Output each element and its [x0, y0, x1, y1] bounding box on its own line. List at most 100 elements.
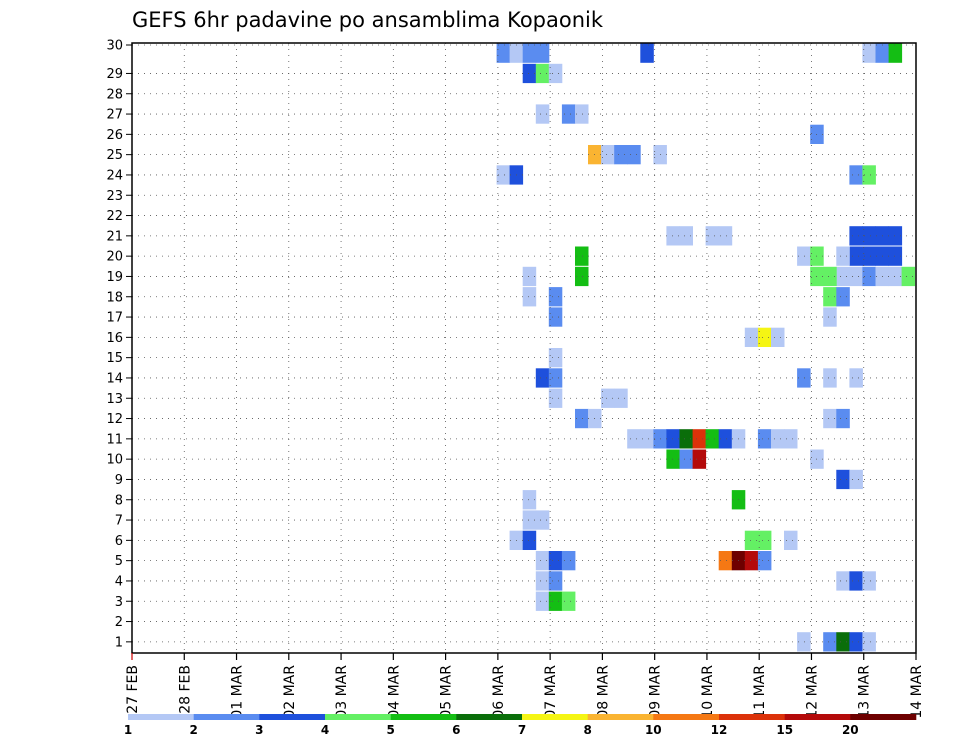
- heatmap-cell: [561, 104, 576, 124]
- heatmap-cell: [823, 307, 837, 327]
- x-tick-label: 03 MAR: [334, 665, 350, 719]
- heatmap-cell: [849, 226, 863, 246]
- y-tick-label: 5: [115, 554, 123, 569]
- x-tick-label: 11 MAR: [752, 665, 768, 719]
- heatmap-cell: [535, 571, 550, 591]
- heatmap-cell: [548, 63, 563, 84]
- heatmap-cell: [849, 246, 863, 266]
- chart-title: GEFS 6hr padavine po ansamblima Kopaonik: [132, 8, 604, 32]
- x-tick-label: 08 MAR: [595, 665, 611, 719]
- heatmap-cell: [692, 449, 707, 469]
- y-tick-label: 15: [106, 351, 123, 366]
- heatmap-cell: [575, 104, 589, 124]
- x-tick-label: 02 MAR: [282, 665, 298, 719]
- y-tick-label: 24: [106, 168, 123, 183]
- x-tick-label: 06 MAR: [491, 665, 507, 719]
- heatmap-cell: [666, 226, 680, 246]
- heatmap-cell: [679, 226, 693, 246]
- x-tick-label: 28 FEB: [177, 665, 193, 714]
- heatmap-cell: [862, 246, 876, 266]
- heatmap-cell: [522, 530, 537, 550]
- colorbar-tick-label: 1: [124, 723, 132, 737]
- heatmap-cell: [535, 510, 550, 530]
- heatmap-cell: [548, 368, 563, 388]
- colorbar: 1 2 3 4 5 6 7 8 10 12 15 20: [124, 714, 917, 737]
- x-tick-label: 13 MAR: [857, 665, 873, 719]
- heatmap-cell: [836, 632, 850, 652]
- colorbar-tick-label: 20: [842, 723, 859, 737]
- heatmap-cell: [561, 591, 576, 611]
- y-tick-label: 4: [115, 574, 123, 589]
- heatmap-cell: [823, 287, 837, 307]
- colorbar-swatch: [522, 714, 588, 720]
- x-tick-label: 09 MAR: [648, 665, 664, 719]
- colorbar-swatch: [653, 714, 720, 720]
- heatmap-cell: [862, 226, 876, 246]
- heatmap-cell: [862, 571, 876, 591]
- heatmap-cell: [784, 530, 798, 550]
- heatmap-cell: [888, 266, 903, 287]
- y-tick-label: 25: [106, 148, 123, 163]
- colorbar-tick-label: 5: [387, 723, 395, 737]
- heatmap-cell: [666, 449, 680, 469]
- heatmap-cell: [771, 327, 785, 347]
- y-tick-label: 3: [115, 595, 123, 610]
- heatmap-cell: [522, 287, 537, 307]
- heatmap-cell: [888, 43, 903, 63]
- heatmap-cell: [862, 43, 876, 63]
- x-tick-label: 04 MAR: [386, 665, 402, 719]
- heatmap-cell: [744, 530, 759, 550]
- colorbar-swatch: [456, 714, 523, 720]
- y-tick-label: 8: [115, 493, 123, 508]
- colorbar-swatch: [587, 714, 654, 720]
- heatmap-cell: [548, 571, 563, 591]
- heatmap-cell: [757, 429, 772, 449]
- y-tick-label: 21: [106, 229, 123, 244]
- heatmap-cell: [823, 632, 837, 652]
- colorbar-swatch: [325, 714, 391, 720]
- heatmap-cell: [535, 104, 550, 124]
- x-tick-label: 01 MAR: [230, 665, 246, 719]
- colorbar-tick-label: 3: [255, 723, 263, 737]
- heatmap-cell: [627, 145, 641, 165]
- heatmap-cell: [757, 530, 772, 550]
- colorbar-swatch: [784, 714, 851, 720]
- heatmap-cell: [836, 408, 850, 429]
- y-tick-label: 17: [106, 311, 123, 326]
- heatmap-cell: [548, 551, 563, 571]
- heatmap-cell: [679, 449, 693, 469]
- y-tick-label: 22: [106, 209, 123, 224]
- heatmap-cell: [640, 43, 654, 63]
- y-tick-label: 11: [106, 432, 123, 447]
- heatmap-cell: [888, 246, 903, 266]
- y-tick-label: 29: [106, 67, 123, 82]
- heatmap-cell: [836, 246, 850, 266]
- colorbar-swatch: [193, 714, 260, 720]
- heatmap-cell: [601, 145, 615, 165]
- heatmap-cell: [836, 287, 850, 307]
- y-tick-label: 7: [115, 514, 123, 529]
- heatmap-cell: [771, 429, 785, 449]
- heatmap-cell: [522, 266, 537, 287]
- heatmap-cell: [823, 368, 837, 388]
- heatmap-cell: [522, 510, 537, 530]
- heatmap-cell: [849, 632, 863, 652]
- heatmap-cell: [849, 368, 863, 388]
- heatmap-cell: [496, 165, 511, 185]
- heatmap-cell: [888, 226, 903, 246]
- heatmap-cell: [862, 165, 876, 185]
- y-tick-label: 13: [106, 392, 123, 407]
- heatmap-cell: [522, 63, 537, 84]
- heatmap-cell: [509, 43, 524, 63]
- y-tick-label: 14: [106, 371, 123, 386]
- heatmap-cell: [535, 551, 550, 571]
- heatmap-cell: [744, 551, 759, 571]
- plot-area-frame: [131, 42, 917, 654]
- y-tick-label: 6: [115, 534, 123, 549]
- y-tick-label: 23: [106, 189, 123, 204]
- y-tick-label: 1: [115, 635, 123, 650]
- heatmap-cell: [535, 591, 550, 611]
- x-tick-label: 14 MAR: [909, 665, 925, 719]
- heatmap-cell: [496, 43, 511, 63]
